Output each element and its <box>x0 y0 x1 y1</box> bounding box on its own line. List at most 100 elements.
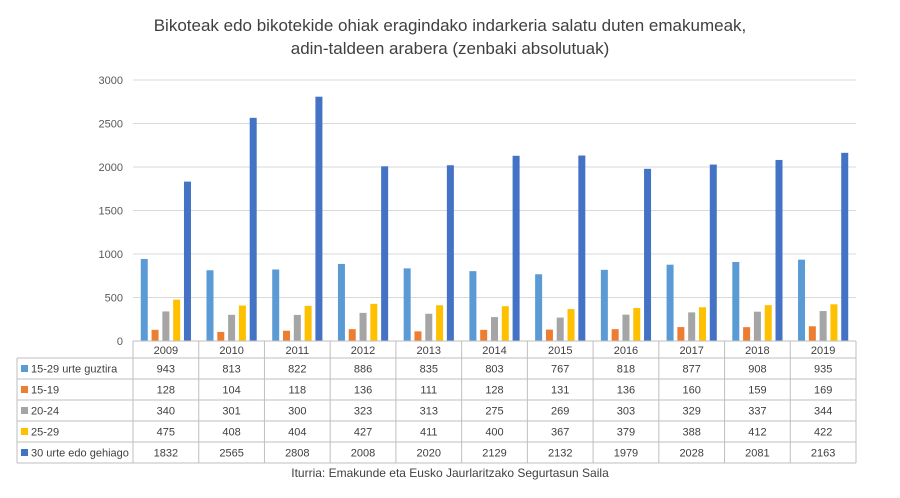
bar <box>173 299 181 341</box>
data-label: 269 <box>551 406 569 418</box>
data-label: 427 <box>354 427 372 439</box>
bar <box>370 303 378 341</box>
bar <box>743 327 751 341</box>
bar <box>480 329 488 341</box>
data-label: 2081 <box>745 448 769 460</box>
bar <box>183 181 191 341</box>
y-tick-label: 3000 <box>99 75 123 87</box>
data-label: 1979 <box>614 448 638 460</box>
data-label: 886 <box>354 364 372 376</box>
legend-label: 15-19 <box>31 385 59 397</box>
bar <box>491 317 498 341</box>
legend-key <box>21 386 28 393</box>
bar <box>622 314 630 341</box>
data-label: 400 <box>485 427 503 439</box>
data-label: 1832 <box>154 448 178 460</box>
bar <box>556 317 564 341</box>
chart-title-line2: adin-taldeen arabera (zenbaki absolutuak… <box>290 39 610 58</box>
bar <box>709 164 717 341</box>
data-label: 136 <box>354 385 372 397</box>
data-label: 835 <box>420 364 438 376</box>
data-label: 136 <box>617 385 635 397</box>
bar <box>446 165 454 341</box>
x-tick-label: 2010 <box>219 345 243 357</box>
bar <box>688 312 696 341</box>
data-label: 2565 <box>219 448 243 460</box>
x-tick-label: 2009 <box>154 345 178 357</box>
legend-key <box>21 449 28 456</box>
data-label: 822 <box>288 364 306 376</box>
legend-label: 30 urte edo gehiago <box>31 448 129 460</box>
data-label: 300 <box>288 406 306 418</box>
data-label: 329 <box>683 406 701 418</box>
x-tick-label: 2018 <box>745 345 769 357</box>
bar <box>293 314 301 341</box>
bar <box>600 269 608 341</box>
data-label: 935 <box>814 364 832 376</box>
data-label: 877 <box>683 364 701 376</box>
bar <box>228 314 236 341</box>
y-tick-label: 1000 <box>99 249 123 261</box>
chart-title-line1: Bikoteak edo bikotekide ohiak eragindako… <box>153 16 747 35</box>
bar <box>414 331 422 341</box>
x-tick-label: 2017 <box>679 345 703 357</box>
data-label: 323 <box>354 406 372 418</box>
data-label: 379 <box>617 427 635 439</box>
bar <box>501 306 509 341</box>
y-tick-label: 1500 <box>99 206 123 218</box>
legend-label: 25-29 <box>31 427 59 439</box>
bar <box>808 326 816 341</box>
data-label: 2028 <box>679 448 703 460</box>
bar <box>238 305 246 341</box>
bar <box>403 268 411 341</box>
data-label: 2132 <box>548 448 572 460</box>
legend-label: 15-29 urte guztira <box>31 364 118 376</box>
data-label: 2163 <box>811 448 835 460</box>
bar <box>798 259 806 341</box>
bar <box>567 309 575 341</box>
bar <box>764 305 772 341</box>
bar <box>830 304 838 341</box>
bar <box>469 271 477 341</box>
data-label: 411 <box>420 427 438 439</box>
bar <box>666 264 674 341</box>
y-tick-label: 2000 <box>99 162 123 174</box>
data-label: 475 <box>157 427 175 439</box>
data-label: 818 <box>617 364 635 376</box>
data-label: 160 <box>683 385 701 397</box>
legend-key <box>21 365 28 372</box>
x-tick-label: 2012 <box>351 345 375 357</box>
data-label: 908 <box>748 364 766 376</box>
data-label: 2808 <box>285 448 309 460</box>
data-label: 337 <box>748 406 766 418</box>
x-tick-label: 2013 <box>417 345 441 357</box>
data-label: 104 <box>222 385 240 397</box>
bar <box>535 274 543 341</box>
legend-key <box>21 428 28 435</box>
x-tick-label: 2019 <box>811 345 835 357</box>
bar <box>425 313 433 341</box>
data-label: 412 <box>748 427 766 439</box>
bar <box>206 270 214 341</box>
bar <box>633 308 641 341</box>
bar <box>217 331 225 341</box>
data-label: 131 <box>551 385 569 397</box>
data-label: 301 <box>222 406 240 418</box>
data-label: 169 <box>814 385 832 397</box>
data-label: 803 <box>485 364 503 376</box>
bar <box>140 258 148 341</box>
data-label: 2020 <box>417 448 441 460</box>
data-label: 2129 <box>482 448 506 460</box>
data-label: 367 <box>551 427 569 439</box>
bar <box>698 307 706 341</box>
bar <box>819 311 827 341</box>
bar <box>315 96 323 341</box>
data-label: 313 <box>420 406 438 418</box>
bar <box>151 329 159 341</box>
y-tick-label: 0 <box>117 336 123 348</box>
source-note: Iturria: Emakunde eta Eusko Jaurlaritzak… <box>291 466 609 480</box>
x-tick-label: 2015 <box>548 345 572 357</box>
data-label: 943 <box>157 364 175 376</box>
data-label: 767 <box>551 364 569 376</box>
data-label: 128 <box>157 385 175 397</box>
